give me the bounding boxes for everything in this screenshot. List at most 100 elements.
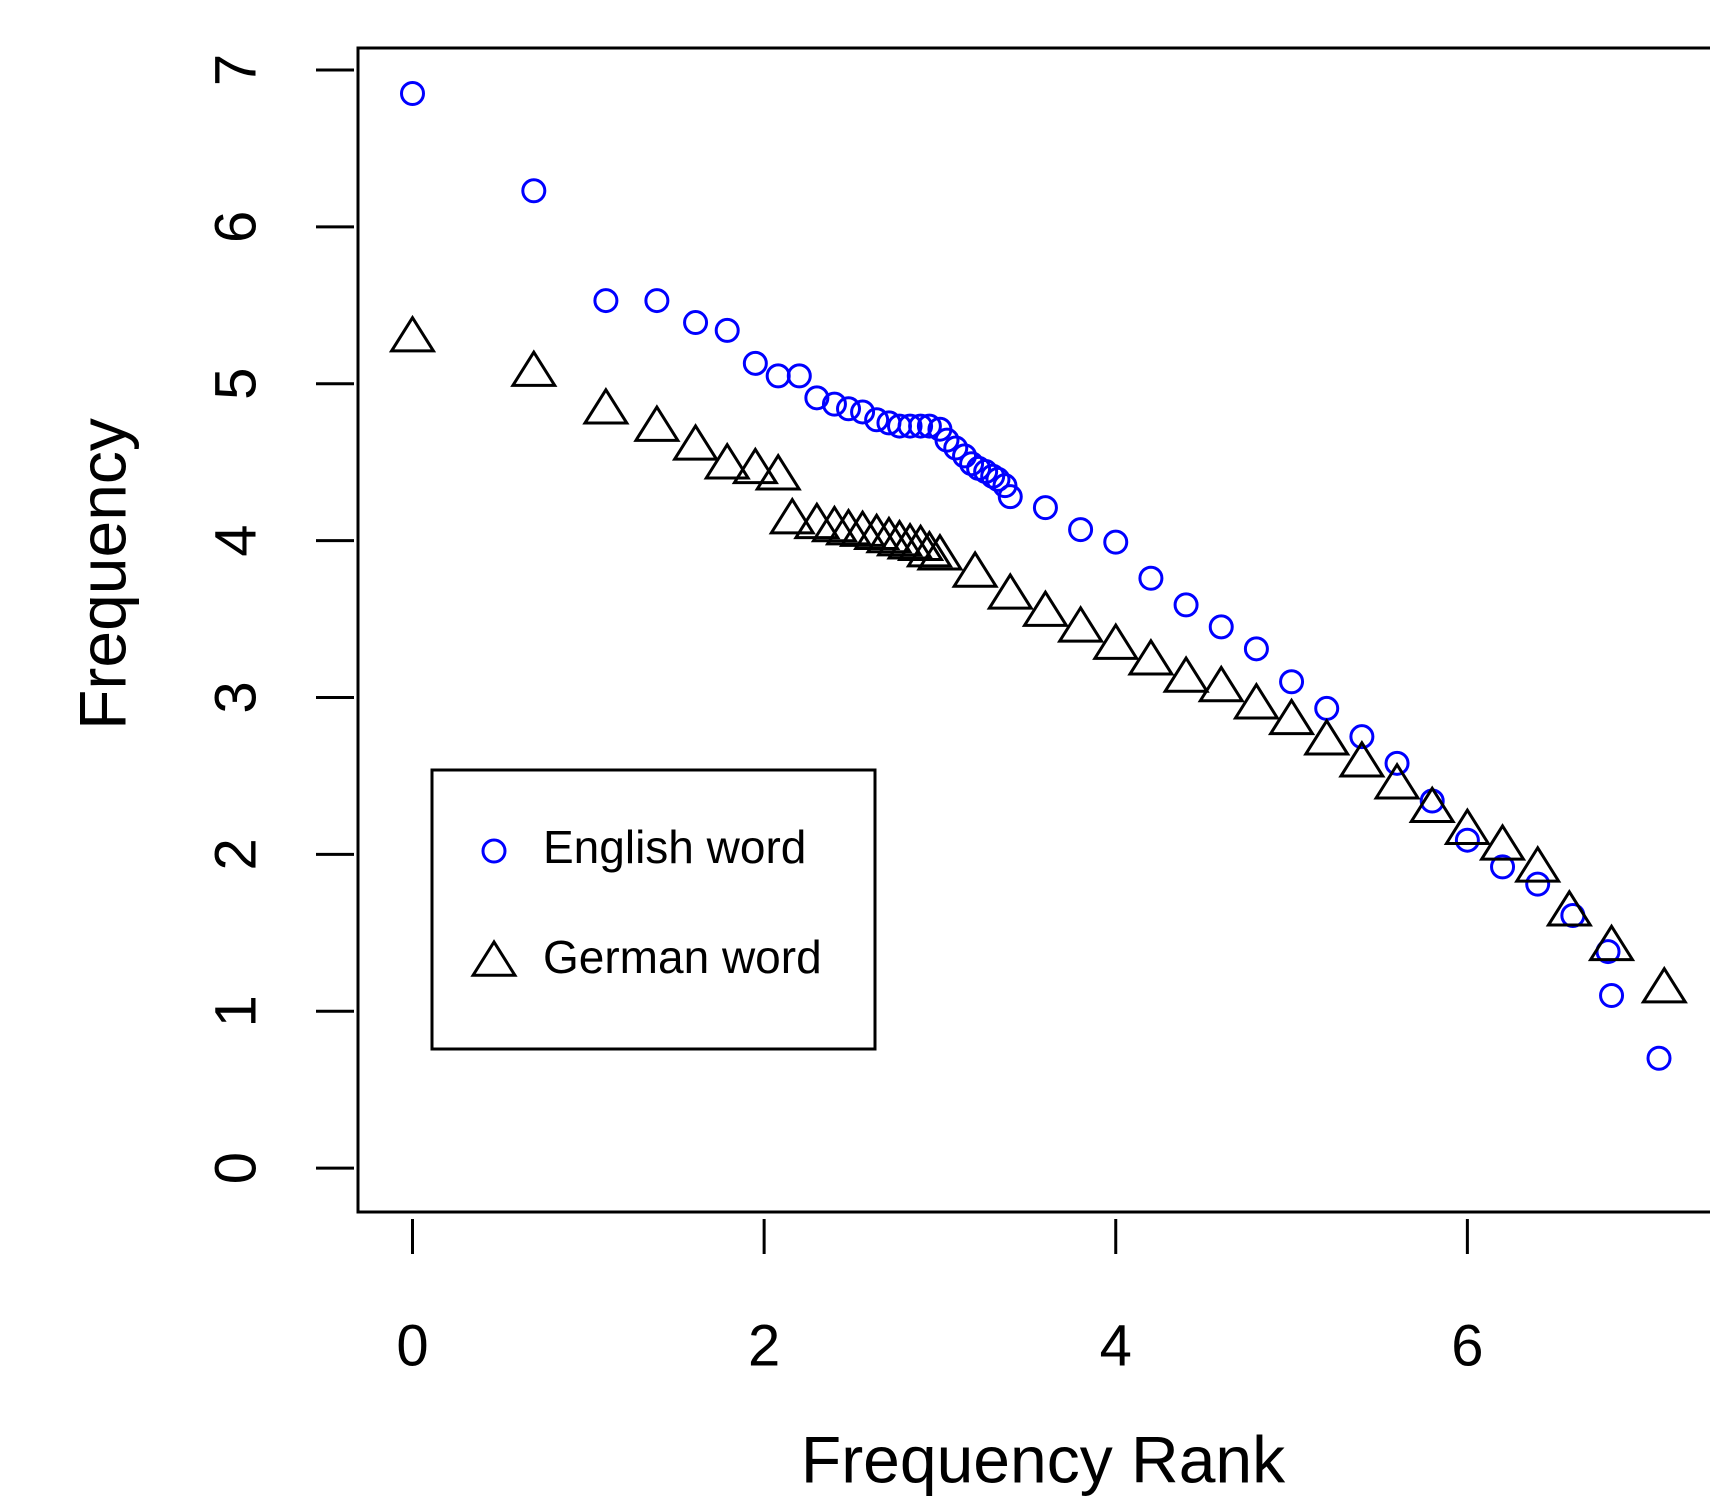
point: [1545, 888, 1593, 927]
point: [1599, 983, 1625, 1009]
legend-label: German word: [543, 931, 822, 983]
point: [1068, 517, 1094, 543]
point: [768, 496, 816, 535]
y-tick-label: 0: [203, 1152, 268, 1184]
point: [1314, 695, 1340, 721]
point: [510, 349, 558, 387]
x-tick-label: 4: [1100, 1313, 1132, 1378]
x-tick-label: 6: [1451, 1313, 1483, 1378]
point: [875, 518, 924, 557]
point: [1197, 664, 1245, 703]
point: [1021, 589, 1070, 627]
point: [1208, 614, 1234, 640]
point: [731, 446, 779, 485]
point: [1384, 750, 1410, 776]
point: [1279, 669, 1305, 695]
point: [951, 550, 999, 588]
y-axis-title: Frequency: [65, 418, 139, 730]
point: [952, 443, 978, 469]
point: [1232, 681, 1281, 720]
point: [908, 413, 934, 439]
y-tick-label: 1: [203, 995, 268, 1027]
legend-marker: [481, 838, 507, 864]
y-tick-label: 6: [203, 211, 268, 243]
point: [1646, 1045, 1672, 1071]
point: [864, 407, 890, 433]
point: [850, 399, 876, 425]
point: [1173, 592, 1199, 618]
point: [896, 523, 945, 562]
x-axis-title: Frequency Rank: [801, 1422, 1286, 1496]
point: [1525, 871, 1551, 897]
point: [810, 504, 859, 543]
point: [521, 178, 547, 204]
point: [582, 386, 630, 425]
point: [905, 529, 954, 568]
point: [683, 310, 709, 336]
point: [838, 509, 887, 547]
point: [985, 466, 1011, 492]
point: [754, 452, 802, 491]
plot-box: [356, 46, 1710, 1214]
point: [1267, 697, 1316, 736]
x-tick-label: 2: [748, 1313, 780, 1378]
point: [644, 288, 670, 314]
point: [671, 423, 720, 461]
point: [1127, 637, 1175, 676]
point: [1349, 724, 1375, 750]
point: [973, 459, 999, 485]
point: [400, 80, 426, 106]
point: [742, 350, 768, 376]
y-tick-label: 3: [203, 681, 268, 713]
legend-marker: [470, 939, 518, 977]
legend-box: [430, 768, 877, 1051]
point: [765, 363, 791, 389]
point: [1443, 807, 1491, 845]
point: [943, 435, 969, 461]
point: [986, 572, 1034, 610]
point: [1103, 529, 1129, 555]
point: [821, 391, 847, 417]
point: [959, 451, 985, 477]
point: [1478, 823, 1527, 861]
legend-label: English word: [543, 821, 806, 873]
point: [1303, 717, 1351, 756]
point: [824, 507, 873, 546]
point: [1056, 605, 1105, 643]
point: [388, 314, 437, 353]
point: [1138, 565, 1164, 591]
point: [804, 385, 830, 411]
point: [593, 288, 619, 314]
y-tick-label: 7: [203, 54, 268, 86]
point: [633, 404, 681, 442]
y-tick-label: 5: [203, 368, 268, 400]
point: [1338, 739, 1386, 778]
point: [1514, 845, 1562, 883]
point: [703, 441, 751, 480]
point: [1454, 827, 1480, 853]
point: [853, 512, 901, 551]
point: [1373, 761, 1421, 800]
point: [1092, 622, 1140, 660]
point: [1243, 636, 1269, 662]
point: [1162, 655, 1210, 693]
y-tick-label: 2: [203, 838, 268, 870]
point: [886, 521, 934, 560]
point: [865, 515, 913, 554]
point: [897, 413, 923, 439]
point: [1640, 965, 1688, 1004]
point: [997, 484, 1023, 510]
point: [1587, 923, 1636, 962]
point: [1408, 785, 1456, 824]
point: [1032, 495, 1058, 521]
point: [786, 363, 812, 389]
point: [916, 532, 964, 571]
x-tick-label: 0: [396, 1313, 428, 1378]
point: [916, 413, 942, 439]
y-tick-label: 4: [203, 524, 268, 556]
point: [1490, 854, 1516, 880]
point: [836, 396, 862, 422]
point: [934, 427, 960, 453]
